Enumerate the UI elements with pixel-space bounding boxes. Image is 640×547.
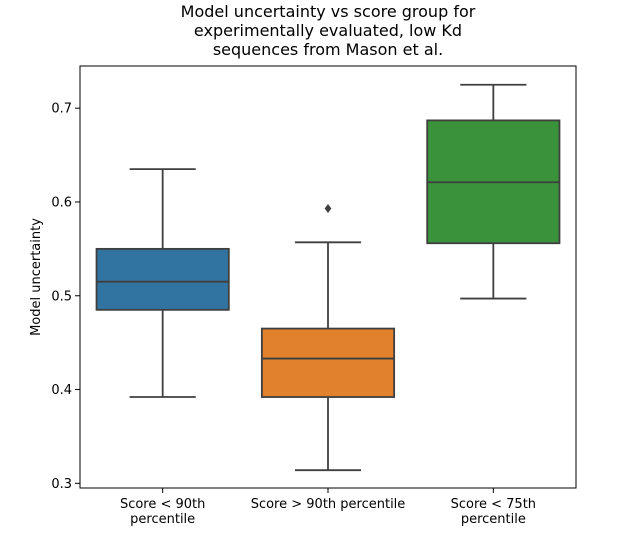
x-tick-label: percentile	[461, 512, 526, 527]
x-tick-label: Score > 90th percentile	[251, 497, 406, 512]
chart-title-line: Model uncertainty vs score group for	[181, 2, 476, 21]
y-tick-label: 0.4	[51, 383, 72, 398]
chart-title: Model uncertainty vs score group forexpe…	[181, 2, 476, 59]
y-tick-label: 0.5	[51, 289, 72, 304]
outlier-point	[324, 204, 332, 214]
y-tick-label: 0.3	[51, 477, 72, 492]
interquartile-box	[95, 247, 230, 311]
y-axis: 0.3 0.4 0.5 0.6 0.7	[51, 102, 80, 492]
box-group	[260, 204, 396, 472]
y-tick-label: 0.6	[51, 195, 72, 210]
y-tick-label: 0.7	[51, 102, 72, 117]
chart-title-line: sequences from Mason et al.	[213, 40, 443, 59]
x-tick-label: Score < 90th	[120, 497, 205, 512]
y-axis-label: Model uncertainty	[29, 218, 44, 336]
interquartile-box	[260, 327, 396, 398]
box-group	[426, 83, 561, 300]
x-tick-label: percentile	[130, 512, 195, 527]
chart-title-line: experimentally evaluated, low Kd	[194, 21, 462, 40]
box-group	[95, 168, 230, 398]
x-tick-label: Score < 75th	[451, 497, 536, 512]
box-series	[95, 83, 561, 472]
